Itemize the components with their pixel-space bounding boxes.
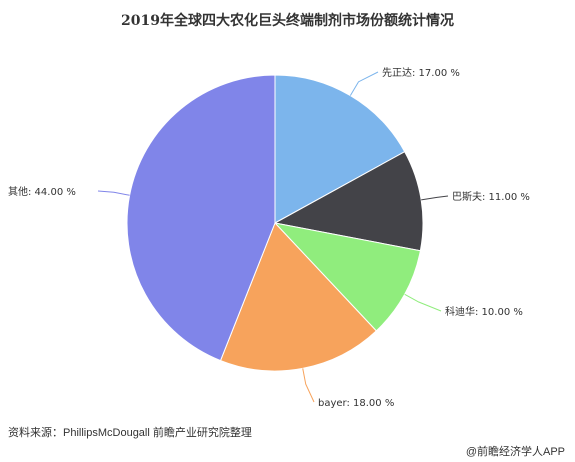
- label-connector-1: [421, 195, 449, 201]
- slice-label-2: 科迪华: 10.00 %: [445, 305, 523, 318]
- label-connector-4: [97, 190, 130, 196]
- pie-slice-3: [219, 222, 378, 372]
- slice-label-4: 其他: 44.00 %: [8, 185, 76, 198]
- slice-labels: 先正达: 17.00 % 巴斯夫: 11.00 % 科迪华: 10.00 % baye…: [8, 67, 530, 409]
- pie-slice-1: [273, 151, 424, 252]
- credit-note: @前瞻经济学人APP: [465, 446, 565, 458]
- slice-label-3: bayer: 18.00 %: [318, 398, 394, 409]
- label-connector-0: [349, 71, 379, 96]
- label-connector-3: [302, 368, 315, 403]
- label-connector-2: [404, 293, 442, 312]
- slice-label-0: 先正达: 17.00 %: [382, 67, 460, 79]
- pie-slice-0: [274, 74, 406, 224]
- source-note: 资料来源：PhillipsMcDougall 前瞻产业研究院整理: [8, 427, 252, 439]
- pie-slices: [126, 74, 424, 372]
- label-connectors: [97, 71, 449, 403]
- pie-slice-4: [126, 74, 276, 362]
- chart-title: 2019年全球四大农化巨头终端制剂市场份额统计情况: [121, 13, 454, 29]
- slice-label-1: 巴斯夫: 11.00 %: [452, 190, 530, 203]
